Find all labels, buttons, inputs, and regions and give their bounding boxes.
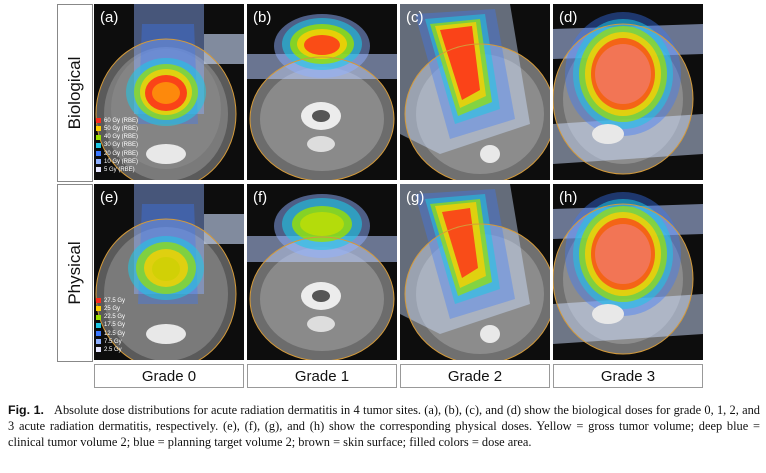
- legend-biological-label: 20 Gy (RBE): [104, 150, 139, 157]
- row-label-physical-text: Physical: [65, 241, 84, 305]
- legend-biological-swatch: [96, 118, 101, 124]
- legend-biological-item: 5 Gy (RBE): [96, 166, 138, 174]
- legend-physical-item: 12.5 Gy: [96, 329, 125, 337]
- panel-e-label: (e): [100, 189, 119, 206]
- legend-physical-item: 22.5 Gy: [96, 313, 125, 321]
- legend-physical-swatch: [96, 314, 101, 320]
- legend-physical-label: 17.5 Gy: [104, 322, 126, 329]
- legend-physical-item: 7.5 Gy: [96, 338, 125, 346]
- panel-a-label: (a): [100, 9, 119, 26]
- panel-c-label: (c): [406, 9, 424, 26]
- legend-biological-swatch: [96, 126, 101, 132]
- panel-f-label: (f): [253, 189, 268, 206]
- panel-c: (c): [400, 4, 550, 180]
- row-label-biological: Biological: [57, 4, 93, 182]
- caption-text: Absolute dose distributions for acute ra…: [8, 403, 760, 449]
- ct-dose-image-c: [400, 4, 550, 180]
- panel-h-label: (h): [559, 189, 578, 206]
- legend-biological-label: 10 Gy (RBE): [104, 158, 139, 165]
- panel-d: (d): [553, 4, 703, 180]
- legend-biological-label: 5 Gy (RBE): [104, 166, 135, 173]
- ct-dose-image-e: [94, 184, 244, 360]
- grade-label-2: Grade 2: [400, 364, 550, 388]
- panel-e: (e) 27.5 Gy 25 Gy 22.5 Gy 17.5 Gy 12.5 Gy 7.5…: [94, 184, 244, 360]
- legend-physical-label: 25 Gy: [104, 305, 121, 312]
- grade-label-0: Grade 0: [94, 364, 244, 388]
- legend-biological-item: 10 Gy (RBE): [96, 158, 138, 166]
- legend-biological-label: 60 Gy (RBE): [104, 117, 139, 124]
- panel-g-label: (g): [406, 189, 425, 206]
- panel-g: (g): [400, 184, 550, 360]
- legend-biological-item: 20 Gy (RBE): [96, 149, 138, 157]
- figure-id: Fig. 1.: [8, 403, 44, 417]
- legend-biological-item: 30 Gy (RBE): [96, 141, 138, 149]
- legend-biological-label: 40 Gy (RBE): [104, 134, 139, 141]
- row-label-physical: Physical: [57, 184, 93, 362]
- legend-physical-item: 27.5 Gy: [96, 297, 125, 305]
- ct-dose-image-b: [247, 4, 397, 180]
- ct-dose-image-d: [553, 4, 703, 180]
- legend-biological-swatch: [96, 134, 101, 140]
- row-label-biological-text: Biological: [65, 56, 84, 130]
- grade-label-1: Grade 1: [247, 364, 397, 388]
- ct-dose-image-h: [553, 184, 703, 360]
- legend-biological-label: 50 Gy (RBE): [104, 125, 139, 132]
- legend-physical-label: 22.5 Gy: [104, 314, 126, 321]
- legend-biological-item: 50 Gy (RBE): [96, 125, 138, 133]
- legend-biological-swatch: [96, 142, 101, 148]
- dose-legend-biological: 60 Gy (RBE) 50 Gy (RBE) 40 Gy (RBE) 30 Gy (…: [96, 117, 138, 174]
- panel-b-label: (b): [253, 9, 272, 26]
- legend-biological-label: 30 Gy (RBE): [104, 142, 139, 149]
- legend-physical-label: 2.5 Gy: [104, 346, 122, 353]
- legend-physical-swatch: [96, 339, 101, 345]
- legend-biological-swatch: [96, 167, 101, 173]
- legend-biological-swatch: [96, 159, 101, 165]
- legend-biological-swatch: [96, 151, 101, 157]
- legend-physical-item: 17.5 Gy: [96, 321, 125, 329]
- grade-label-3: Grade 3: [553, 364, 703, 388]
- ct-dose-image-a: [94, 4, 244, 180]
- legend-physical-item: 2.5 Gy: [96, 346, 125, 354]
- panel-f: (f): [247, 184, 397, 360]
- panel-h: (h): [553, 184, 703, 360]
- legend-physical-label: 27.5 Gy: [104, 297, 126, 304]
- figure-caption: Fig. 1. Absolute dose distributions for a…: [8, 402, 760, 450]
- legend-physical-swatch: [96, 347, 101, 353]
- legend-biological-item: 40 Gy (RBE): [96, 133, 138, 141]
- panel-d-label: (d): [559, 9, 578, 26]
- legend-physical-swatch: [96, 306, 101, 312]
- panel-b: (b): [247, 4, 397, 180]
- panel-a: (a) 60 Gy (RBE) 50 Gy (RBE) 40 Gy (RBE) 30 …: [94, 4, 244, 180]
- legend-physical-swatch: [96, 322, 101, 328]
- dose-legend-physical: 27.5 Gy 25 Gy 22.5 Gy 17.5 Gy 12.5 Gy 7.5 Gy 2…: [96, 297, 125, 354]
- ct-dose-image-g: [400, 184, 550, 360]
- legend-physical-label: 7.5 Gy: [104, 338, 122, 345]
- ct-dose-image-f: [247, 184, 397, 360]
- legend-physical-swatch: [96, 298, 101, 304]
- legend-physical-label: 12.5 Gy: [104, 330, 126, 337]
- legend-biological-item: 60 Gy (RBE): [96, 117, 138, 125]
- legend-physical-swatch: [96, 331, 101, 337]
- legend-physical-item: 25 Gy: [96, 305, 125, 313]
